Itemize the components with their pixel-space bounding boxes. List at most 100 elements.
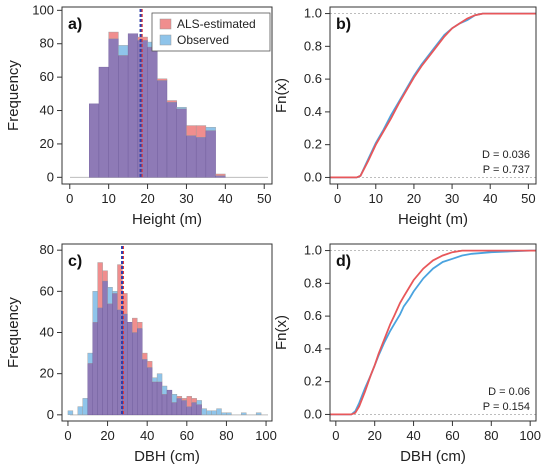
y-tick-label: 0.2	[304, 374, 322, 389]
bar-observed	[226, 412, 232, 416]
bar-overlap	[157, 80, 168, 178]
y-tick-label: 80	[40, 242, 54, 257]
bar-overlap	[108, 38, 119, 178]
bar-overlap	[195, 137, 207, 178]
bar-estimated	[186, 396, 192, 407]
bar-estimated	[146, 361, 153, 368]
legend-swatch-estimated	[159, 18, 172, 30]
x-tick-label: 40	[483, 191, 497, 206]
bar-overlap	[205, 130, 216, 178]
bar-estimated	[157, 78, 168, 81]
x-tick-label: 50	[257, 191, 271, 206]
x-axis-label: DBH (cm)	[400, 448, 466, 465]
plot-frame	[61, 6, 273, 185]
bar-overlap	[166, 101, 177, 178]
bar-overlap	[191, 402, 197, 416]
bar-overlap	[132, 332, 138, 416]
bar-observed	[161, 385, 168, 395]
bar-overlap	[89, 103, 100, 178]
bar-estimated	[176, 396, 183, 399]
x-tick-label: 20	[367, 428, 381, 443]
x-tick-label: 20	[100, 428, 114, 443]
bar-observed	[206, 410, 212, 416]
x-tick-label: 0	[334, 191, 341, 206]
bar-observed	[151, 377, 158, 383]
bar-overlap	[102, 280, 108, 416]
y-tick-label: 60	[40, 283, 54, 298]
y-axis-label: Frequency	[5, 297, 22, 368]
panel-label: c)	[68, 253, 82, 270]
bar-observed	[201, 408, 207, 416]
x-tick-label: 10	[369, 191, 383, 206]
bar-overlap	[215, 175, 226, 178]
bar-overlap	[186, 135, 197, 178]
panel-label: d)	[336, 253, 351, 270]
panel-label: b)	[336, 16, 351, 33]
bar-observed	[82, 398, 88, 416]
bar-overlap	[127, 33, 139, 178]
bar-observed	[112, 291, 118, 294]
bar-overlap	[161, 394, 168, 416]
y-tick-label: 0.6	[304, 308, 322, 323]
bar-observed	[241, 412, 247, 416]
y-tick-label: 0.0	[304, 169, 322, 184]
bar-observed	[255, 412, 262, 416]
bar-estimated	[181, 398, 188, 401]
x-tick-label: 50	[521, 191, 535, 206]
bar-overlap	[98, 66, 109, 178]
x-tick-label: 80	[219, 428, 233, 443]
x-tick-label: 30	[179, 191, 193, 206]
legend-swatch-observed	[159, 34, 172, 46]
y-tick-label: 0.8	[304, 275, 322, 290]
x-tick-label: 100	[255, 428, 277, 443]
x-tick-label: 20	[407, 191, 421, 206]
ks-p-value: P = 0.737	[483, 164, 530, 176]
y-tick-label: 0.0	[304, 406, 322, 421]
y-tick-label: 60	[40, 69, 54, 84]
x-tick-label: 60	[180, 428, 194, 443]
bar-estimated	[186, 125, 197, 136]
y-tick-label: 0.4	[304, 104, 322, 119]
bar-observed	[205, 127, 216, 131]
bar-overlap	[166, 389, 173, 416]
bar-overlap	[97, 307, 103, 416]
bar-overlap	[127, 322, 133, 416]
bar-overlap	[142, 359, 148, 416]
bar-estimated	[132, 317, 138, 333]
bar-overlap	[171, 402, 178, 416]
bar-estimated	[108, 31, 119, 39]
bar-observed	[211, 410, 217, 416]
y-tick-label: 20	[40, 136, 54, 151]
bar-overlap	[112, 293, 118, 416]
bar-overlap	[186, 406, 192, 416]
ks-p-value: P = 0.154	[483, 401, 530, 413]
ks-d-statistic: D = 0.036	[482, 149, 530, 161]
bar-overlap	[196, 404, 202, 416]
bar-estimated	[195, 125, 207, 138]
bar-estimated	[215, 173, 226, 176]
legend-label-observed: Observed	[177, 33, 229, 47]
ecdf-line-estimated	[330, 249, 536, 416]
bar-observed	[176, 106, 187, 110]
bar-overlap	[87, 363, 93, 416]
y-tick-label: 20	[40, 366, 54, 381]
x-tick-label: 60	[445, 428, 459, 443]
x-tick-label: 0	[332, 428, 339, 443]
bar-observed	[171, 394, 178, 403]
ks-d-statistic: D = 0.06	[488, 386, 530, 398]
y-tick-label: 80	[40, 36, 54, 51]
x-tick-label: 20	[140, 191, 154, 206]
bar-overlap	[118, 55, 129, 178]
y-axis-label: Fn(x)	[273, 315, 290, 350]
bar-estimated	[137, 322, 143, 329]
bar-observed	[77, 406, 84, 416]
bar-estimated	[166, 100, 177, 103]
plot-frame	[329, 6, 537, 185]
bar-overlap	[107, 303, 113, 416]
bar-overlap	[147, 46, 158, 178]
bar-estimated	[102, 270, 108, 282]
y-axis-label: Frequency	[5, 60, 22, 131]
x-tick-label: 40	[218, 191, 232, 206]
y-tick-label: 100	[32, 2, 54, 17]
